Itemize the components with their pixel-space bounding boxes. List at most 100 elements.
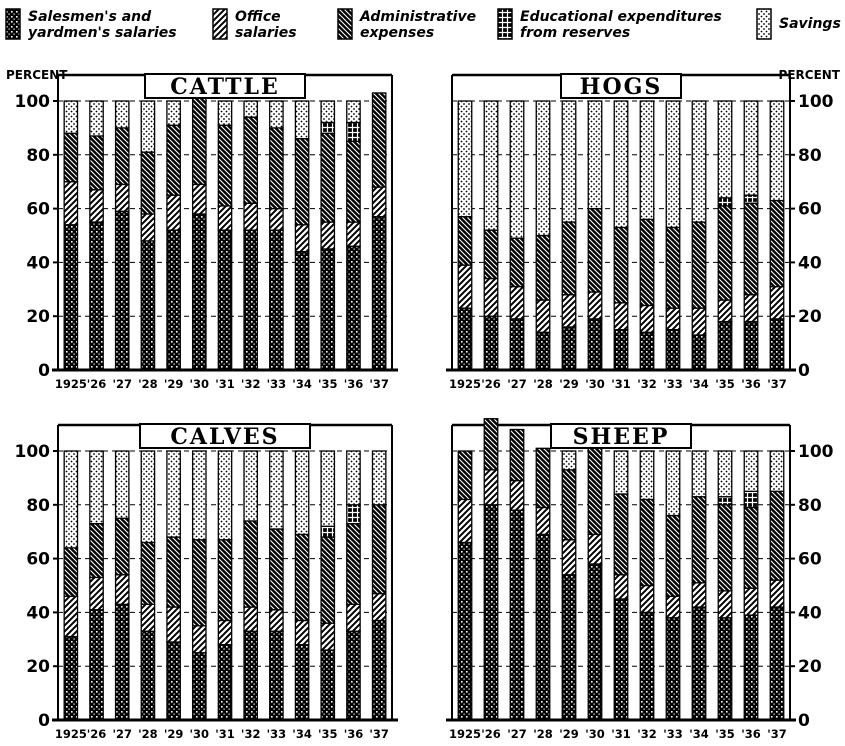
x-tick-label: '34 (689, 377, 709, 391)
legend-label: expenses (360, 25, 434, 41)
bar-segment-salesmen-s-and-yardmen-s (587, 563, 603, 721)
bar-segment-administrative-expenses (509, 428, 525, 482)
bar-segment-office-salaries (346, 221, 361, 247)
legend-label: Savings (779, 16, 841, 32)
legend-swatch (5, 8, 21, 40)
bar-segment-office-salaries (294, 224, 310, 253)
bar-segment-salesmen-s-and-yardmen-s (346, 630, 361, 721)
bar-segment-savings (717, 100, 733, 199)
bar-segment-office-salaries (483, 277, 499, 317)
legend-label: Educational expenditures (520, 9, 722, 25)
bar-segment-salesmen-s-and-yardmen-s (509, 318, 525, 371)
title-box (560, 73, 682, 99)
bar-segment-salesmen-s-and-yardmen-s (561, 326, 577, 371)
y-tick-label: 80 (26, 496, 50, 516)
bar-segment-salesmen-s-and-yardmen-s (743, 320, 759, 371)
bar-segment-administrative-expenses (63, 132, 79, 183)
bar-segment-salesmen-s-and-yardmen-s (483, 315, 499, 371)
bar-segment-office-salaries (457, 264, 473, 309)
bar-segment-administrative-expenses (691, 221, 707, 309)
x-tick-label: 1925 (449, 727, 481, 741)
bar-segment-salesmen-s-and-yardmen-s (639, 331, 655, 371)
bar-segment-administrative-expenses (613, 226, 629, 304)
bar-segment-administrative-expenses (320, 536, 336, 624)
bar-segment-salesmen-s-and-yardmen-s (371, 216, 387, 371)
bar-segment-administrative-expenses (89, 522, 104, 579)
bar-segment-office-salaries (371, 186, 387, 218)
bar-segment-administrative-expenses (294, 533, 310, 622)
bar-segment-office-salaries (243, 202, 259, 231)
bar-segment-savings (294, 100, 310, 140)
bar-segment-salesmen-s-and-yardmen-s (114, 603, 130, 721)
x-tick-label: '27 (507, 377, 527, 391)
bar-segment-office-salaries (717, 299, 733, 323)
bar-segment-salesmen-s-and-yardmen-s (691, 606, 707, 721)
y-tick-label: 80 (26, 146, 50, 166)
bar-segment-salesmen-s-and-yardmen-s (743, 614, 759, 721)
y-tick-label: 60 (798, 200, 822, 220)
x-tick-label: '29 (164, 727, 184, 741)
bar-segment-office-salaries (665, 307, 681, 331)
bar-segment-office-salaries (114, 183, 130, 212)
y-tick-label: 60 (798, 550, 822, 570)
bar-segment-office-salaries (509, 285, 525, 320)
chart-cattle: 0 20 40 60 80 100 1925'26 '27 '28 '29 '30 '31 '32 '33… (6, 68, 398, 391)
x-tick-label: '33 (267, 727, 287, 741)
bar-segment-educational-expenditures (320, 121, 336, 134)
bar-segment-savings (166, 100, 181, 126)
bar-segment-office-salaries (535, 299, 551, 333)
bar-segment-salesmen-s-and-yardmen-s (535, 331, 551, 371)
bar-segment-savings (371, 450, 387, 506)
bar-segment-administrative-expenses (561, 221, 577, 296)
bar-segment-administrative-expenses (457, 450, 473, 501)
bar-segment-savings (769, 100, 785, 202)
bar-segment-administrative-expenses (217, 539, 233, 622)
y-tick-label: 0 (798, 361, 810, 381)
x-tick-label: '28 (533, 727, 553, 741)
bar-segment-salesmen-s-and-yardmen-s (457, 307, 473, 371)
bar-segment-savings (243, 100, 259, 118)
y-tick-label: 20 (798, 657, 822, 677)
bar-segment-salesmen-s-and-yardmen-s (89, 609, 104, 721)
x-tick-label: '27 (112, 377, 132, 391)
bar-segment-savings (140, 450, 156, 544)
x-tick-label: '30 (190, 727, 210, 741)
x-tick-label: '27 (112, 727, 132, 741)
x-tick-label: 1925 (449, 377, 481, 391)
bar-segment-office-salaries (509, 479, 525, 511)
bar-segment-administrative-expenses (114, 517, 130, 576)
bar-segment-salesmen-s-and-yardmen-s (769, 606, 785, 721)
bar-segment-office-salaries (191, 183, 207, 215)
bar-segment-savings (191, 450, 207, 541)
y-tick-label: 60 (26, 550, 50, 570)
x-tick-label: '36 (344, 727, 364, 741)
x-tick-label: '35 (318, 727, 338, 741)
bar-segment-educational-expenditures (717, 496, 733, 506)
bar-segment-administrative-expenses (509, 237, 525, 288)
bar-segment-salesmen-s-and-yardmen-s (665, 328, 681, 371)
bar-segment-office-salaries (243, 606, 259, 632)
bar-segment-salesmen-s-and-yardmen-s (346, 245, 361, 371)
x-tick-label: '33 (663, 377, 683, 391)
bar-segment-office-salaries (665, 595, 681, 619)
bar-segment-administrative-expenses (166, 536, 181, 608)
bar-segment-office-salaries (691, 582, 707, 608)
x-tick-label: '28 (138, 727, 158, 741)
bar-segment-office-salaries (535, 506, 551, 536)
bar-segment-savings (665, 450, 681, 517)
bar-segment-administrative-expenses (191, 539, 207, 627)
legend-label: from reserves (520, 25, 630, 41)
bar-segment-office-salaries (294, 619, 310, 646)
title-box (144, 73, 306, 99)
y-tick-label: 80 (798, 496, 822, 516)
bar-segment-salesmen-s-and-yardmen-s (561, 574, 577, 721)
x-tick-label: '35 (318, 377, 338, 391)
bar-segment-office-salaries (269, 609, 284, 632)
bar-segment-administrative-expenses (243, 116, 259, 204)
bar-segment-office-salaries (140, 213, 156, 242)
bar-segment-office-salaries (140, 603, 156, 632)
x-tick-label: '28 (533, 377, 553, 391)
bar-segment-savings (243, 450, 259, 522)
